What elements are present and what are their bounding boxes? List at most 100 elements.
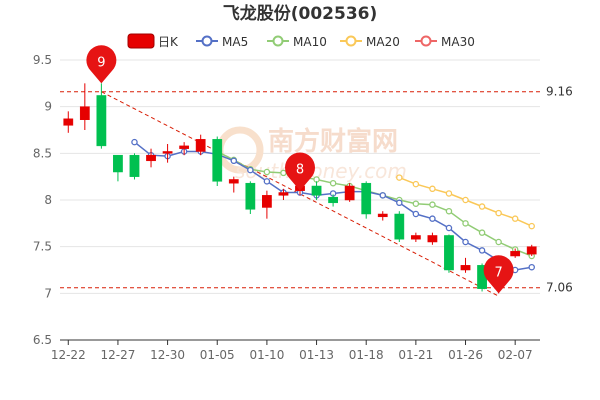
candle-body — [328, 196, 338, 204]
candle-body — [344, 185, 355, 201]
marker-pin-shape — [86, 45, 117, 84]
legend-item-ma10[interactable]: MA10 — [267, 35, 327, 49]
legend-item-日k[interactable]: 日K — [127, 33, 179, 49]
candle-body — [526, 246, 537, 255]
legend-label: MA10 — [293, 35, 327, 49]
candle — [427, 232, 438, 245]
ma5-point — [396, 199, 403, 207]
candle — [460, 257, 471, 273]
ma10-point — [495, 238, 502, 246]
marker-pin: 7 — [483, 255, 514, 294]
candle — [344, 183, 355, 202]
chart-legend[interactable]: 日K MA5 MA10 MA20 MA30 — [127, 33, 475, 49]
candle-body — [146, 154, 156, 162]
candle-body — [195, 139, 206, 152]
candle-body — [444, 235, 454, 271]
ma10-point — [462, 220, 469, 227]
chart-title: 飞龙股份(002536) — [223, 3, 378, 24]
watermark-text: 南方财富网 — [268, 126, 398, 157]
ma5-point — [462, 238, 469, 246]
ma5-point — [478, 247, 486, 254]
marker-pin-shape — [483, 255, 514, 294]
ma10-point — [429, 201, 436, 208]
x-tick-label: 01-21 — [398, 348, 433, 362]
legend-swatch-dot — [420, 35, 432, 47]
candle-body — [79, 106, 90, 120]
candle — [377, 211, 388, 221]
ma20-point — [429, 185, 436, 193]
candle-body — [228, 179, 239, 184]
candle — [510, 248, 521, 258]
ma20-series — [396, 174, 535, 230]
ma5-point — [247, 166, 254, 174]
candle-body — [410, 235, 421, 240]
ma20-point — [445, 190, 453, 197]
candle — [526, 244, 537, 256]
candle — [212, 136, 223, 186]
ma5-point — [429, 215, 436, 222]
candle-body — [361, 182, 372, 215]
ma10-point — [329, 179, 337, 187]
candle-body — [96, 95, 107, 147]
ma10-point — [445, 207, 453, 215]
candle — [146, 148, 156, 168]
legend-item-ma30[interactable]: MA30 — [415, 35, 475, 49]
x-tick-label: 01-26 — [448, 348, 483, 362]
ma20-point — [511, 215, 519, 222]
candle-body — [427, 235, 438, 243]
candle-body — [212, 139, 223, 182]
candle — [262, 190, 272, 219]
legend-item-ma20[interactable]: MA20 — [340, 35, 400, 49]
marker-pin-shape — [284, 152, 315, 191]
ma5-point — [528, 263, 535, 271]
ma5-point — [445, 224, 453, 232]
candle — [63, 111, 74, 133]
x-tick-label: 01-18 — [349, 348, 384, 362]
candle-body — [510, 251, 521, 257]
y-tick-label: 7.5 — [33, 240, 52, 254]
ma5-point — [412, 210, 420, 218]
candle-body — [460, 265, 471, 271]
ma5-point — [263, 178, 271, 185]
candle — [129, 153, 140, 180]
ma20-point — [528, 222, 535, 230]
trend-line — [101, 91, 499, 297]
x-tick-label: 01-10 — [249, 348, 284, 362]
marker-pin: 8 — [284, 152, 315, 191]
candle — [361, 181, 372, 219]
candle-body — [394, 213, 405, 240]
legend-label: 日K — [158, 35, 179, 49]
candle — [444, 234, 454, 273]
ref-line-label: 7.06 — [546, 281, 573, 295]
ma10-point — [280, 169, 287, 177]
candle — [410, 232, 421, 242]
x-tick-label: 12-30 — [150, 348, 185, 362]
markers: 9 8 7 — [86, 45, 514, 294]
ma20-point — [478, 203, 486, 210]
ma5-point — [230, 157, 238, 165]
y-tick-label: 7 — [44, 286, 52, 300]
candle-body — [63, 118, 74, 126]
candle — [179, 142, 190, 156]
legend-swatch-dot — [201, 35, 213, 47]
legend-item-ma5[interactable]: MA5 — [196, 35, 248, 49]
candle-body — [377, 213, 388, 218]
ma20-point — [462, 196, 469, 204]
candle-body — [311, 185, 322, 196]
candle-body — [179, 145, 190, 149]
reference-lines: 9.16 7.06 — [60, 85, 573, 295]
x-tick-label: 12-27 — [100, 348, 135, 362]
legend-label: MA5 — [222, 35, 248, 49]
marker-label: 8 — [296, 163, 304, 178]
ma20-point — [396, 174, 403, 181]
x-tick-label: 02-07 — [498, 348, 533, 362]
x-tick-label: 12-22 — [51, 348, 86, 362]
candle — [195, 134, 206, 156]
candle — [278, 188, 289, 200]
candle — [394, 211, 405, 242]
candle — [245, 181, 256, 214]
candles — [63, 83, 537, 294]
ma10-point — [263, 168, 271, 176]
ma20-point — [412, 180, 420, 188]
